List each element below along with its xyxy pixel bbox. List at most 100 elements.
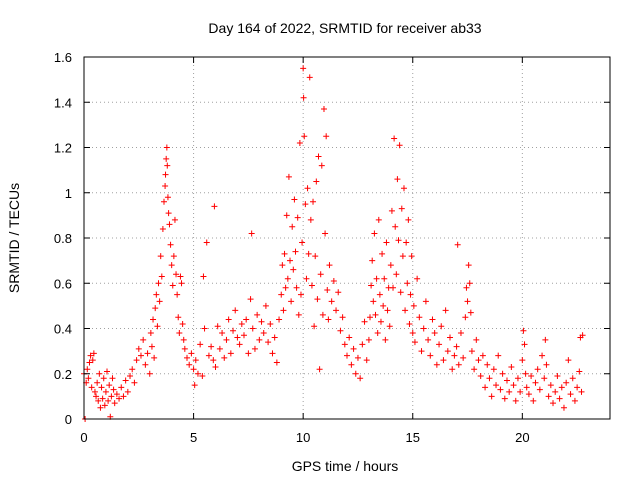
data-point (238, 320, 245, 327)
data-point (113, 391, 120, 398)
data-point (560, 404, 567, 411)
data-point (301, 133, 308, 140)
data-point (175, 314, 182, 321)
data-point (346, 334, 353, 341)
data-point (147, 330, 154, 337)
data-point (510, 382, 517, 389)
data-point (528, 373, 535, 380)
data-point (169, 282, 176, 289)
data-point (87, 352, 94, 359)
data-point (411, 339, 418, 346)
data-point (574, 384, 581, 391)
data-point (418, 348, 425, 355)
data-point (563, 379, 570, 386)
data-point (390, 284, 397, 291)
data-point (556, 395, 563, 402)
data-point (542, 336, 549, 343)
data-point (267, 320, 274, 327)
data-point (197, 341, 204, 348)
data-point (155, 280, 162, 287)
data-point (361, 318, 368, 325)
data-point (199, 373, 206, 380)
data-point (466, 280, 473, 287)
data-point (490, 366, 497, 373)
data-point (260, 330, 267, 337)
data-point (396, 142, 403, 149)
data-point (292, 248, 299, 255)
data-point (382, 336, 389, 343)
data-point (503, 377, 510, 384)
data-point (543, 361, 550, 368)
data-point (265, 339, 272, 346)
data-point (392, 223, 399, 230)
data-point (146, 370, 153, 377)
data-point (350, 345, 357, 352)
data-point (111, 400, 118, 407)
data-point (565, 357, 572, 364)
y-tick-label: 0 (65, 412, 72, 427)
data-point (539, 352, 546, 359)
data-point (569, 375, 576, 382)
data-point (283, 212, 290, 219)
data-point (251, 345, 258, 352)
data-point (406, 320, 413, 327)
data-point (97, 404, 104, 411)
data-point (177, 273, 184, 280)
data-point (497, 386, 504, 393)
data-point (163, 155, 170, 162)
data-point (249, 325, 256, 332)
data-point (402, 307, 409, 314)
data-point (236, 341, 243, 348)
data-point (173, 271, 180, 278)
data-point (449, 366, 456, 373)
data-point (86, 359, 93, 366)
data-point (399, 253, 406, 260)
data-point (151, 354, 158, 361)
data-point (457, 330, 464, 337)
data-point (407, 291, 414, 298)
data-point (262, 302, 269, 309)
data-point (462, 314, 469, 321)
data-point (391, 135, 398, 142)
data-point (90, 350, 97, 357)
data-point (552, 388, 559, 395)
data-point (493, 382, 500, 389)
data-point (192, 357, 199, 364)
data-point (289, 223, 296, 230)
data-point (464, 298, 471, 305)
data-point (376, 291, 383, 298)
data-point (393, 271, 400, 278)
y-tick-label: 1.4 (54, 95, 72, 110)
data-point (271, 334, 278, 341)
data-point (165, 210, 172, 217)
data-point (333, 307, 340, 314)
data-point (303, 275, 310, 282)
data-point (440, 357, 447, 364)
data-point (279, 262, 286, 269)
data-point (367, 314, 374, 321)
data-point (171, 216, 178, 223)
data-point (318, 162, 325, 169)
data-point (221, 354, 228, 361)
data-point (501, 395, 508, 402)
data-point (541, 375, 548, 382)
data-point (122, 377, 129, 384)
data-point (181, 345, 188, 352)
data-point (315, 153, 322, 160)
data-point (203, 239, 210, 246)
data-points (81, 65, 586, 422)
data-point (148, 343, 155, 350)
data-point (127, 373, 134, 380)
data-point (387, 262, 394, 269)
data-point (232, 307, 239, 314)
data-point (371, 230, 378, 237)
data-point (205, 352, 212, 359)
data-point (105, 397, 112, 404)
data-point (154, 323, 161, 330)
data-point (383, 239, 390, 246)
y-tick-label: 0.6 (54, 276, 72, 291)
data-point (281, 250, 288, 257)
x-tick-label: 10 (296, 430, 310, 445)
data-point (337, 327, 344, 334)
tick-labels: 0 0.2 0.4 0.6 0.8 1 1.2 1.4 1.6 0 5 10 15 20 (54, 50, 530, 445)
